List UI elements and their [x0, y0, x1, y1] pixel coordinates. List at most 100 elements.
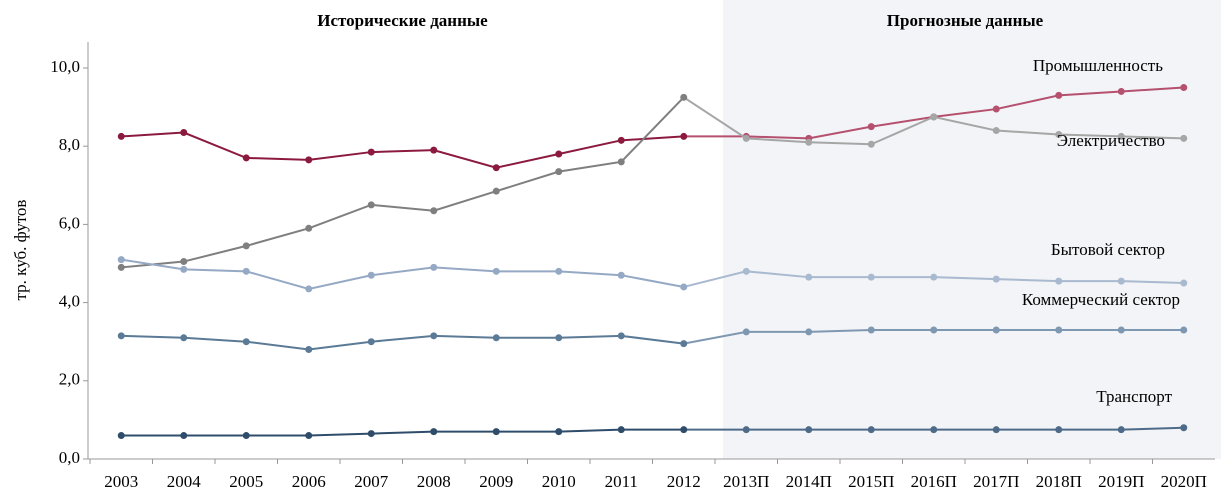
x-tick-label: 2006	[292, 472, 326, 491]
series-point	[367, 430, 375, 438]
series-point	[1180, 279, 1188, 287]
x-tick-label: 2013П	[723, 472, 769, 491]
series-point	[305, 346, 313, 354]
series-point	[930, 113, 938, 121]
series-point	[367, 201, 375, 209]
x-tick-label: 2017П	[973, 472, 1019, 491]
series-point	[117, 256, 125, 264]
series-point	[617, 136, 625, 144]
series-point	[242, 432, 250, 440]
series-point	[367, 338, 375, 346]
series-point	[180, 334, 188, 342]
series-point	[805, 273, 813, 281]
series-point	[930, 273, 938, 281]
series-label: Бытовой сектор	[1051, 240, 1165, 259]
x-tick-label: 2010	[542, 472, 576, 491]
series-point	[867, 273, 875, 281]
x-tick-label: 2011	[605, 472, 638, 491]
series-point	[555, 334, 563, 342]
series-point	[742, 426, 750, 434]
x-tick-label: 2008	[417, 472, 451, 491]
series-point	[430, 263, 438, 271]
series-point	[492, 164, 500, 172]
series-point	[1055, 91, 1063, 99]
series-label: Электричество	[1057, 131, 1165, 150]
series-point	[867, 326, 875, 334]
series-point	[1055, 277, 1063, 285]
series-point	[367, 271, 375, 279]
section-title: Прогнозные данные	[887, 11, 1044, 30]
series-point	[992, 105, 1000, 113]
series-point	[117, 263, 125, 271]
x-tick-label: 2012	[667, 472, 701, 491]
series-point	[430, 428, 438, 436]
y-tick-label: 2,0	[59, 370, 80, 389]
x-tick-label: 2016П	[911, 472, 957, 491]
series-point	[680, 93, 688, 101]
series-label: Транспорт	[1096, 387, 1172, 406]
series-point	[617, 271, 625, 279]
series-point	[242, 338, 250, 346]
series-point	[992, 326, 1000, 334]
series-point	[555, 168, 563, 176]
series-point	[680, 132, 688, 140]
series-point	[1055, 426, 1063, 434]
series-point	[992, 127, 1000, 135]
x-tick-label: 2018П	[1036, 472, 1082, 491]
series-point	[617, 426, 625, 434]
series-point	[555, 267, 563, 275]
series-point	[305, 285, 313, 293]
y-tick-label: 6,0	[59, 213, 80, 232]
series-point	[492, 267, 500, 275]
series-point	[492, 334, 500, 342]
x-tick-label: 2015П	[848, 472, 894, 491]
y-axis-label: тр. куб. футов	[11, 200, 30, 301]
series-point	[680, 283, 688, 291]
series-point	[1117, 326, 1125, 334]
series-point	[742, 328, 750, 336]
series-point	[430, 146, 438, 154]
series-point	[180, 129, 188, 137]
section-title: Исторические данные	[317, 11, 488, 30]
series-point	[992, 275, 1000, 283]
series-point	[305, 156, 313, 164]
series-point	[1055, 130, 1063, 138]
series-point	[492, 187, 500, 195]
series-point	[305, 432, 313, 440]
series-point	[180, 265, 188, 273]
series-point	[930, 426, 938, 434]
series-point	[867, 123, 875, 131]
series-point	[617, 158, 625, 166]
series-point	[180, 258, 188, 266]
series-point	[930, 326, 938, 334]
x-tick-label: 2014П	[786, 472, 832, 491]
y-tick-label: 4,0	[59, 292, 80, 311]
series-point	[1117, 277, 1125, 285]
series-line	[121, 258, 684, 290]
series-point	[1055, 326, 1063, 334]
series-point	[1180, 424, 1188, 432]
series-point	[555, 428, 563, 436]
series-point	[242, 242, 250, 250]
series-point	[992, 426, 1000, 434]
series-point	[367, 148, 375, 156]
series-point	[680, 426, 688, 434]
x-tick-label: 2005	[229, 472, 263, 491]
series-point	[617, 332, 625, 340]
series-point	[1180, 134, 1188, 142]
x-tick-label: 2007	[354, 472, 389, 491]
series-point	[117, 132, 125, 140]
series-point	[180, 432, 188, 440]
y-tick-label: 0,0	[59, 448, 80, 467]
series-point	[805, 138, 813, 146]
series-label: Промышленность	[1033, 56, 1163, 75]
series-point	[742, 267, 750, 275]
series-line	[121, 334, 684, 351]
series-point	[430, 207, 438, 215]
x-tick-label: 2020П	[1161, 472, 1207, 491]
series-point	[867, 140, 875, 148]
series-point	[1117, 132, 1125, 140]
series-line	[121, 96, 685, 269]
x-tick-label: 2009	[479, 472, 513, 491]
